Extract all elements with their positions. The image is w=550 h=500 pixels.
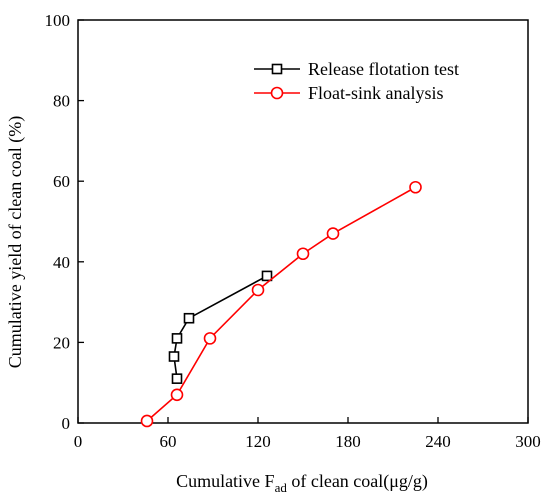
data-point: [409, 180, 422, 194]
data-point: [326, 227, 340, 240]
ticks-layer: 0 60 120 180 240 300 0 20 40 60 80 100: [45, 11, 541, 451]
data-point: [183, 312, 195, 324]
x-tick-label: 300: [515, 432, 541, 451]
legend-marker: [270, 86, 284, 100]
x-axis-title-main: Cumulative F: [176, 471, 275, 491]
series-1: [168, 270, 273, 384]
legend-label: Release flotation test: [308, 59, 459, 79]
data-point: [296, 247, 310, 261]
y-tick-label: 60: [53, 172, 70, 191]
series-layer: [140, 180, 422, 428]
x-axis-title-rest: of clean coal(μg/g): [287, 471, 428, 492]
y-tick-label: 40: [53, 253, 70, 272]
y-tick-label: 100: [45, 11, 71, 30]
legend: Release flotation test Float-sink analysi…: [254, 59, 459, 103]
data-point: [251, 283, 265, 297]
data-point: [171, 373, 183, 384]
y-axis-title: Cumulative yield of clean coal (%): [5, 116, 26, 368]
series-line: [146, 186, 416, 422]
legend-item: Float-sink analysis: [254, 83, 444, 103]
data-point: [261, 270, 273, 282]
y-tick-label: 20: [53, 333, 70, 352]
data-point: [168, 351, 180, 362]
data-point: [171, 333, 183, 344]
x-axis-title-subscript: ad: [275, 480, 288, 495]
y-tick-label: 0: [62, 414, 71, 433]
x-tick-label: 0: [74, 432, 83, 451]
legend-label: Float-sink analysis: [308, 83, 444, 103]
x-tick-label: 60: [160, 432, 177, 451]
legend-item: Release flotation test: [254, 59, 459, 79]
y-tick-label: 80: [53, 92, 70, 111]
legend-marker: [271, 63, 283, 75]
plot-frame: [77, 19, 529, 424]
x-axis-title: Cumulative Fad of clean coal(μg/g): [176, 471, 428, 495]
x-tick-label: 180: [335, 432, 361, 451]
x-tick-label: 120: [245, 432, 271, 451]
x-tick-label: 240: [425, 432, 451, 451]
plot-border: [77, 19, 529, 424]
data-point: [140, 414, 154, 428]
data-point: [170, 388, 184, 402]
series-2: [140, 180, 422, 428]
data-point: [203, 332, 217, 345]
